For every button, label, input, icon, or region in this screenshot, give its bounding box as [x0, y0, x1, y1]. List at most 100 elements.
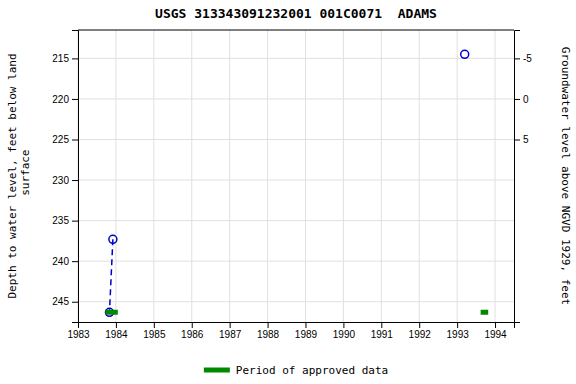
grid-line — [267, 30, 268, 322]
tick-mark — [116, 322, 117, 328]
point — [461, 50, 469, 58]
tick-label: 230 — [52, 175, 69, 186]
tick: 1988 — [257, 322, 280, 340]
tick-mark — [514, 99, 520, 100]
grid-line — [419, 30, 420, 322]
tick-label: 5 — [523, 134, 529, 145]
tick: 1991 — [371, 322, 394, 340]
tick-label: 1984 — [105, 329, 128, 340]
tick: 1994 — [484, 322, 507, 340]
tick: 235 — [52, 215, 78, 226]
axis-line — [72, 31, 79, 323]
tick: 0 — [514, 94, 529, 105]
tick-mark — [192, 322, 193, 328]
tick-label: 220 — [52, 94, 69, 105]
tick-label: 1992 — [409, 329, 432, 340]
legend: Period of approved data — [204, 364, 388, 377]
tick-mark — [154, 322, 155, 328]
grid-line — [115, 30, 116, 322]
title: USGS 313343091232001 001C0071 ADAMS — [155, 6, 437, 21]
tick: 1983 — [67, 322, 90, 340]
tick-mark — [381, 322, 382, 328]
tick-label: 1991 — [371, 329, 394, 340]
grid-line — [343, 30, 344, 322]
tick-label: 0 — [523, 94, 529, 105]
grid-line — [78, 220, 514, 221]
tick-label: -5 — [523, 53, 532, 64]
tick: 1993 — [447, 322, 470, 340]
grid-line — [153, 30, 154, 322]
tick-mark — [495, 322, 496, 328]
tick: 5 — [514, 134, 529, 145]
legend-label: Period of approved data — [236, 364, 388, 377]
grid-line — [78, 58, 514, 59]
tick-label: 1987 — [219, 329, 242, 340]
tick: 220 — [52, 94, 78, 105]
grid — [78, 30, 514, 322]
tick-label: 215 — [52, 53, 69, 64]
tick: 230 — [52, 175, 78, 186]
line — [109, 239, 112, 312]
tick-mark — [343, 322, 344, 328]
tick-label: 1994 — [484, 329, 507, 340]
grid-line — [78, 139, 514, 140]
grid-line — [78, 261, 514, 262]
tick-label: 225 — [52, 134, 69, 145]
tick-label: 1985 — [143, 329, 166, 340]
tick: 225 — [52, 134, 78, 145]
tick-mark — [514, 140, 520, 141]
chart: 1983 1984 1985 1986 1987 1988 1989 1990 1991 1992… — [0, 0, 576, 384]
axis-line — [79, 323, 515, 329]
tick-mark — [305, 322, 306, 328]
legend-swatch — [204, 368, 230, 373]
tick: 240 — [52, 256, 78, 267]
tick-label: 245 — [52, 296, 69, 307]
plot-area: 1983 1984 1985 1986 1987 1988 1989 1990 1991 1992… — [52, 30, 532, 340]
tick-label: 1983 — [67, 329, 90, 340]
tick-mark — [268, 322, 269, 328]
point — [109, 235, 117, 243]
tick: 1987 — [219, 322, 242, 340]
grid-line — [78, 301, 514, 302]
tick-mark — [72, 221, 78, 222]
grid-line — [305, 30, 306, 322]
tick: 215 — [52, 53, 78, 64]
grid-line — [457, 30, 458, 322]
tick: 1989 — [295, 322, 318, 340]
grid-line — [495, 30, 496, 322]
tick: 1985 — [143, 322, 166, 340]
grid-line — [229, 30, 230, 322]
x-axis: 1983 1984 1985 1986 1987 1988 1989 1990 1991 1992… — [67, 322, 514, 340]
tick-mark — [457, 322, 458, 328]
marks — [105, 50, 488, 316]
axis-line — [515, 31, 521, 323]
tick-mark — [72, 140, 78, 141]
tick-mark — [419, 322, 420, 328]
tick: 245 — [52, 296, 78, 307]
tick-label: 1990 — [333, 329, 356, 340]
y2-axis-title: Groundwater level above NGVD 1929, feet — [559, 47, 572, 305]
y-axis-title-line: surface — [19, 150, 32, 203]
grid-line — [78, 180, 514, 181]
tick: 1984 — [105, 322, 128, 340]
y2-axis: 5 0 -5 — [514, 31, 532, 323]
legend-item: Period of approved data — [204, 364, 388, 377]
tick: -5 — [514, 53, 532, 64]
frame-line — [78, 30, 514, 31]
tick: 1986 — [181, 322, 204, 340]
tick-mark — [230, 322, 231, 328]
grid-line — [381, 30, 382, 322]
tick-label: 1986 — [181, 329, 204, 340]
period-bar — [105, 310, 488, 315]
tick: 1992 — [409, 322, 432, 340]
y-axis: 215 220 225 230 235 240 245 — [52, 31, 78, 323]
tick-label: 1993 — [447, 329, 470, 340]
tick-mark — [72, 180, 78, 181]
grid-line — [191, 30, 192, 322]
tick-label: 1988 — [257, 329, 280, 340]
tick-label: 240 — [52, 256, 69, 267]
y-axis-title-line: Depth to water level, feet below land — [6, 53, 19, 298]
tick-mark — [72, 302, 78, 303]
tick-label: 235 — [52, 215, 69, 226]
tick: 1990 — [333, 322, 356, 340]
